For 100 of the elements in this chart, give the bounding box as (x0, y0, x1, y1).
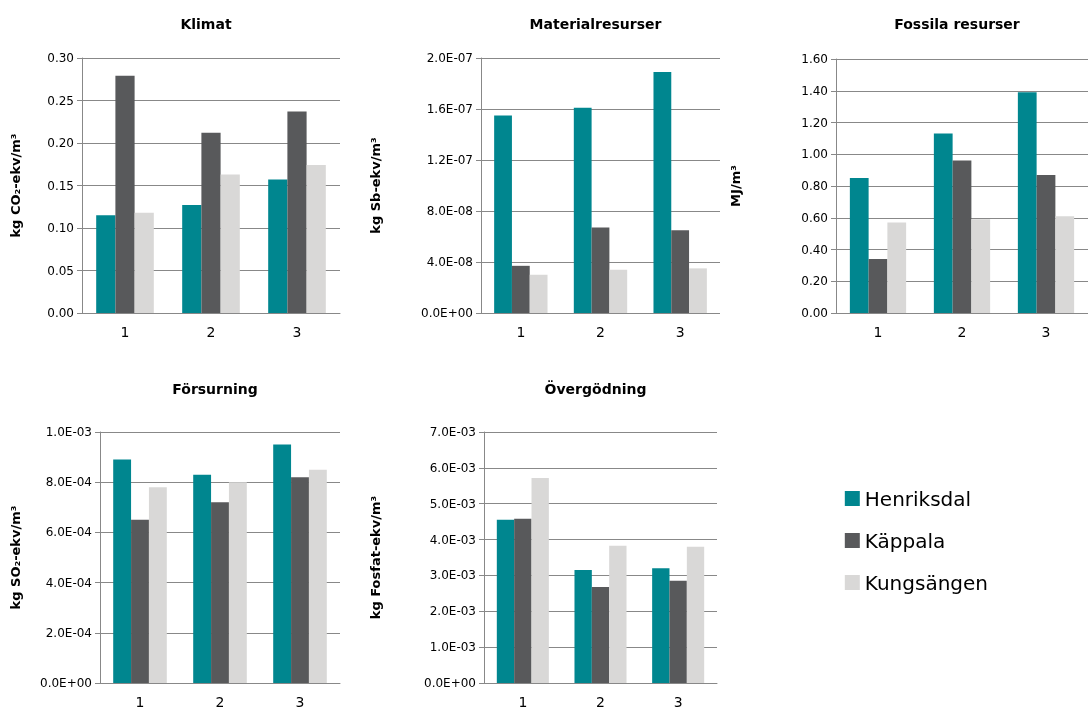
bar (273, 444, 292, 683)
chart-title: Försurning (172, 381, 258, 397)
x-tick-label: 2 (206, 324, 216, 340)
chart-title: Fossila resurser (894, 16, 1020, 32)
bar (306, 165, 326, 313)
x-tick-label: 3 (675, 324, 685, 340)
y-tick-label: 1.60 (801, 52, 828, 66)
y-tick-label: 6.0E-04 (45, 525, 92, 540)
bar (686, 546, 705, 683)
bar (868, 259, 888, 313)
x-tick-label: 3 (295, 694, 305, 710)
bar (113, 459, 132, 683)
bar (308, 469, 327, 683)
y-tick-label: 0.40 (801, 242, 828, 257)
y-axis-title: kg Fosfat-ekv/m³ (368, 495, 383, 620)
y-tick-label: 1.40 (801, 83, 828, 98)
bar (148, 487, 167, 683)
y-axis-title: kg Sb-ekv/m³ (368, 137, 383, 234)
bar (574, 570, 592, 683)
bar (134, 212, 154, 313)
bar (211, 502, 229, 683)
y-tick-label: 3.0E-03 (429, 568, 476, 583)
x-tick-label: 1 (516, 324, 526, 340)
bar (182, 205, 202, 313)
bar (933, 133, 953, 313)
y-tick-label: 1.2E-07 (426, 153, 473, 167)
y-tick-label: 1.20 (801, 115, 828, 130)
x-tick-label: 1 (135, 694, 145, 710)
y-tick-label: 0.0E+00 (40, 676, 92, 690)
bar (689, 268, 707, 313)
y-axis-title: kg SO₂-ekv/m³ (8, 505, 23, 610)
y-tick-label: 1.00 (801, 147, 828, 162)
bar (268, 179, 288, 313)
bar (971, 219, 991, 313)
legend-label: Henriksdal (864, 486, 972, 511)
bar (531, 477, 549, 683)
bar (201, 132, 221, 313)
bar (96, 215, 116, 313)
y-tick-label: 4.0E-08 (426, 255, 473, 269)
legend-label: Käppala (864, 528, 946, 553)
y-tick-label: 0.20 (47, 136, 74, 150)
bar (591, 227, 610, 313)
y-tick-label: 6.0E-03 (429, 460, 476, 475)
bar (228, 482, 247, 683)
bar (887, 222, 907, 313)
bar (529, 274, 548, 313)
y-tick-label: 0.15 (47, 178, 74, 193)
x-tick-label: 3 (1041, 324, 1051, 340)
bar (609, 545, 627, 683)
y-tick-label: 0.00 (47, 306, 74, 320)
bar (1055, 216, 1075, 313)
y-tick-label: 0.10 (47, 221, 74, 235)
bar (287, 111, 307, 313)
y-tick-label: 2.0E-03 (429, 604, 476, 619)
legend-label: Kungsängen (864, 570, 989, 595)
bar (1017, 92, 1037, 313)
chart-title: Klimat (180, 16, 232, 32)
x-tick-label: 3 (292, 324, 302, 340)
y-tick-label: 0.05 (47, 263, 74, 278)
y-axis-title: MJ/m³ (728, 165, 743, 207)
y-tick-label: 2.0E-07 (426, 51, 473, 65)
bar (669, 580, 687, 683)
bar (514, 518, 532, 683)
bar (291, 477, 309, 683)
bar (193, 474, 212, 683)
bar (591, 586, 610, 683)
y-tick-label: 2.0E-04 (45, 625, 92, 640)
bar (115, 75, 135, 313)
y-tick-label: 1.0E-03 (429, 640, 476, 655)
y-tick-label: 0.20 (801, 274, 828, 289)
y-tick-label: 8.0E-08 (426, 204, 473, 218)
y-tick-label: 8.0E-04 (45, 475, 92, 490)
chart-title: Materialresurser (529, 16, 662, 32)
bar (653, 72, 672, 313)
bar (652, 568, 670, 683)
x-tick-label: 3 (673, 694, 683, 710)
bar (849, 178, 869, 313)
y-tick-label: 0.00 (801, 306, 828, 320)
bar (220, 174, 240, 313)
x-tick-label: 1 (120, 324, 130, 340)
y-tick-label: 1.6E-07 (426, 102, 473, 116)
bar (1036, 174, 1056, 313)
x-tick-label: 2 (215, 694, 225, 710)
bar (573, 107, 592, 313)
y-tick-label: 0.80 (801, 179, 828, 193)
chart-title: Övergödning (544, 380, 647, 397)
y-tick-label: 0.60 (801, 210, 828, 225)
x-tick-label: 2 (596, 324, 605, 340)
y-tick-label: 5.0E-03 (429, 496, 476, 511)
x-tick-label: 1 (873, 324, 883, 340)
y-tick-label: 0.25 (47, 93, 74, 108)
y-tick-label: 0.30 (47, 51, 74, 65)
bar (511, 265, 530, 313)
y-tick-label: 1.0E-03 (45, 425, 92, 439)
bar (609, 269, 628, 313)
y-tick-label: 0.0E+00 (421, 306, 473, 320)
bar (131, 519, 149, 683)
bar (494, 115, 512, 313)
bar (496, 519, 515, 683)
y-tick-label: 7.0E-03 (429, 425, 476, 439)
